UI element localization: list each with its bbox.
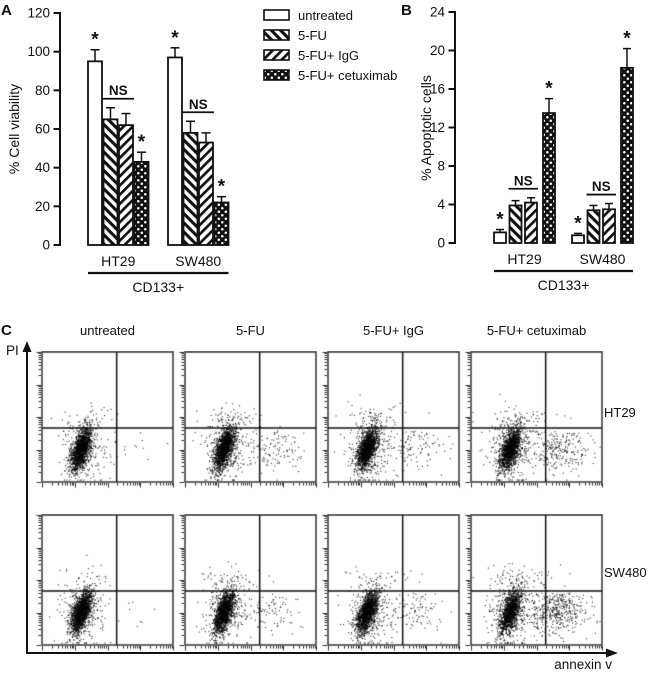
- svg-text:60: 60: [35, 122, 50, 137]
- svg-text:SW480: SW480: [175, 253, 221, 269]
- svg-text:12: 12: [430, 120, 445, 135]
- svg-text:40: 40: [35, 160, 50, 175]
- panel-c-x-axis-title: annexin v: [554, 657, 612, 672]
- column-label-5fu-cetuximab: 5-FU+ cetuximab: [486, 323, 587, 338]
- svg-text:*: *: [623, 29, 631, 50]
- svg-text:20: 20: [35, 199, 50, 214]
- svg-text:*: *: [218, 177, 226, 198]
- column-label-5fu: 5-FU: [236, 323, 265, 338]
- flow-plot-HT29-4: [462, 351, 610, 492]
- flow-plot-HT29-1: [33, 351, 181, 492]
- svg-text:SW480: SW480: [580, 251, 626, 267]
- annexin-axis-arrowhead-icon: [606, 648, 618, 658]
- svg-text:*: *: [496, 210, 504, 231]
- panel-a-bar-chart: 0 20 40 60 80 100 120 * * NS HT29 * * NS SW480 CD133+: [27, 6, 230, 295]
- svg-text:*: *: [574, 213, 582, 234]
- svg-text:0: 0: [42, 238, 50, 253]
- row-label-ht29: HT29: [604, 405, 636, 420]
- legend-label: 5-FU+ IgG: [298, 47, 360, 63]
- svg-text:CD133+: CD133+: [538, 277, 590, 293]
- 5fu-cetuximab-swatch-icon: [263, 69, 290, 81]
- svg-text:NS: NS: [189, 97, 208, 112]
- flow-plot-HT29-3: [319, 351, 467, 492]
- panel-a-letter: A: [1, 2, 12, 19]
- 5fu-igg-swatch-icon: [263, 49, 290, 61]
- svg-text:*: *: [138, 132, 146, 153]
- svg-text:NS: NS: [109, 83, 128, 98]
- legend-label: untreated: [298, 7, 353, 23]
- svg-text:80: 80: [35, 83, 50, 98]
- legend-label: 5-FU+ cetuximab: [298, 67, 398, 83]
- legend-label: 5-FU: [298, 27, 327, 43]
- pi-axis-arrowhead-icon: [22, 341, 32, 352]
- legend-item-5fu-igg: 5-FU+ IgG: [263, 47, 397, 63]
- svg-text:HT29: HT29: [101, 253, 135, 269]
- svg-text:NS: NS: [514, 173, 533, 188]
- row-label-sw480: SW480: [604, 565, 647, 580]
- svg-text:20: 20: [430, 43, 445, 58]
- svg-text:*: *: [171, 28, 179, 49]
- svg-text:CD133+: CD133+: [132, 279, 184, 295]
- legend: untreated 5-FU 5-FU+ I: [263, 7, 398, 83]
- legend-item-untreated: untreated: [263, 7, 397, 23]
- panel-b-bar-chart: 0 4 8 12 16 20 24 * * NS HT29 * * NS SW480 CD133+: [430, 5, 634, 293]
- svg-text:100: 100: [27, 44, 50, 59]
- 5fu-swatch-icon: [263, 29, 290, 41]
- svg-text:16: 16: [430, 82, 445, 97]
- panel-c-letter: C: [1, 322, 12, 339]
- svg-text:*: *: [545, 79, 553, 100]
- column-label-untreated: untreated: [80, 323, 135, 338]
- column-label-5fu-igg: 5-FU+ IgG: [362, 323, 425, 338]
- panel-c-axes: [22, 341, 618, 658]
- svg-text:24: 24: [430, 5, 446, 20]
- svg-text:NS: NS: [592, 179, 611, 194]
- svg-text:4: 4: [437, 197, 445, 212]
- flow-plot-SW480-2: [176, 514, 324, 655]
- svg-text:120: 120: [27, 6, 50, 21]
- svg-text:8: 8: [437, 159, 445, 174]
- legend-item-5fu-cetuximab: 5-FU+ cetuximab: [263, 67, 398, 83]
- legend-item-5fu: 5-FU: [263, 27, 397, 43]
- flow-plot-SW480-4: [462, 514, 610, 655]
- panel-c-y-axis-title: PI: [6, 343, 19, 358]
- svg-text:HT29: HT29: [507, 251, 541, 267]
- flow-plot-HT29-2: [176, 351, 324, 492]
- flow-plot-SW480-3: [319, 514, 467, 655]
- flow-plot-SW480-1: [33, 514, 181, 655]
- svg-text:*: *: [91, 30, 99, 51]
- svg-text:0: 0: [437, 236, 445, 251]
- untreated-swatch-icon: [263, 9, 290, 21]
- panel-b-letter: B: [401, 2, 412, 19]
